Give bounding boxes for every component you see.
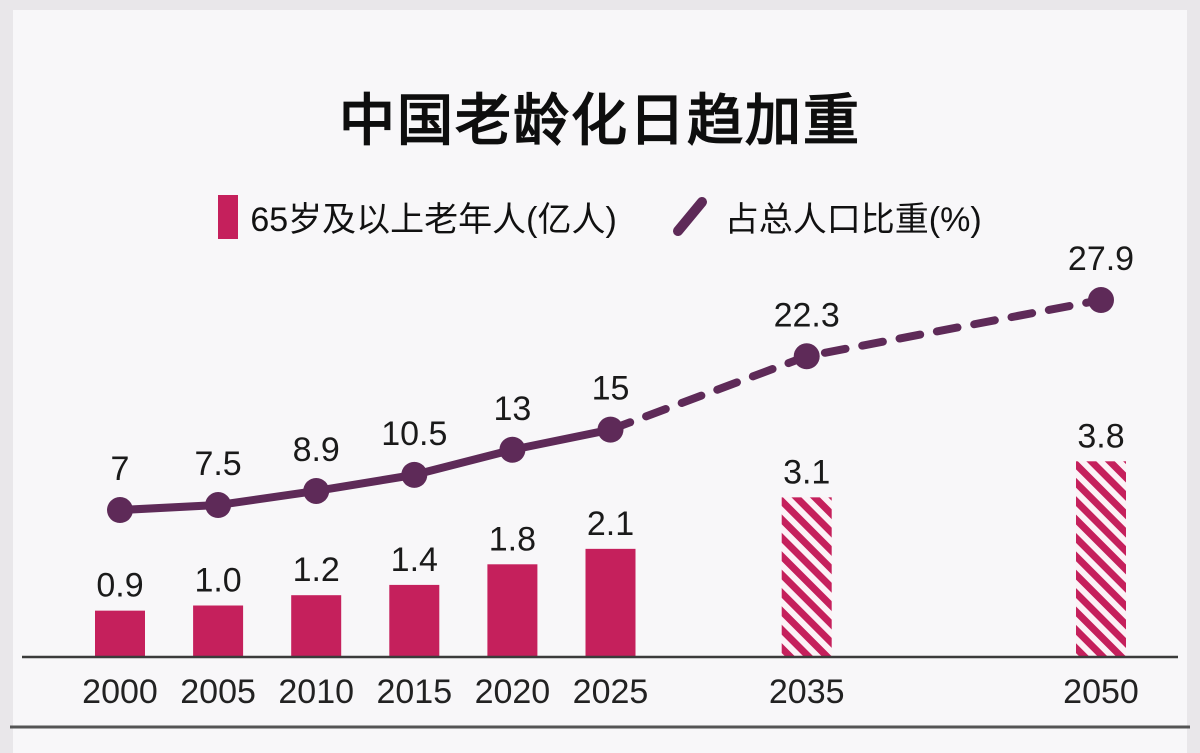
x-tick-label: 2025 <box>573 673 649 711</box>
line-point <box>205 492 232 519</box>
x-tick-label: 2035 <box>769 673 845 711</box>
line-point <box>793 343 820 370</box>
line-value-label: 8.9 <box>293 431 340 469</box>
chart-title: 中国老龄化日趋加重 <box>339 89 861 152</box>
bar-value-label: 0.9 <box>96 567 143 605</box>
line-point <box>303 477 330 504</box>
line-solid-segment <box>116 425 615 515</box>
bar <box>585 548 636 657</box>
line-swatch-icon <box>672 196 707 236</box>
bar-value-label: 2.1 <box>587 505 634 543</box>
line-value-label: 22.3 <box>774 296 840 334</box>
bar <box>193 605 244 657</box>
line-point <box>499 436 526 463</box>
bar <box>389 584 440 657</box>
line-value-labels: 7 7.5 8.9 10.5 13 15 22.3 27.9 <box>111 240 1135 488</box>
bars-group <box>95 461 1126 657</box>
bar-value-label: 1.4 <box>391 541 438 579</box>
line-point <box>1088 287 1114 314</box>
legend: 65岁及以上老年人(亿人) 占总人口比重(%) <box>0 192 1200 241</box>
bar-value-label: 3.1 <box>783 453 830 491</box>
legend-label-bar-series: 65岁及以上老年人(亿人) <box>250 201 617 239</box>
bar-projected <box>1076 461 1126 657</box>
bar-value-label: 3.8 <box>1077 417 1124 455</box>
line-value-label: 7 <box>111 450 130 488</box>
line-point <box>401 461 428 488</box>
bar <box>291 595 342 657</box>
line-value-label: 15 <box>592 370 630 408</box>
line-point <box>107 497 133 524</box>
x-tick-label: 2010 <box>278 673 354 711</box>
x-tick-label: 2020 <box>475 673 551 711</box>
line-value-label: 27.9 <box>1068 240 1134 278</box>
line-dashed-segment <box>606 296 1105 434</box>
bar-value-label: 1.0 <box>194 562 241 600</box>
bar <box>487 564 538 657</box>
line-points <box>107 287 1114 524</box>
bar <box>95 610 145 657</box>
bar-value-label: 1.8 <box>489 520 536 558</box>
legend-label-line-series: 占总人口比重(%) <box>724 201 982 239</box>
line-value-label: 7.5 <box>194 445 241 483</box>
legend-item-bar-series: 65岁及以上老年人(亿人) <box>218 192 617 241</box>
bar-value-labels: 0.9 1.0 1.2 1.4 1.8 2.1 3.1 3.8 <box>96 417 1124 604</box>
line-point <box>597 416 624 443</box>
bar-projected <box>781 497 832 657</box>
line-value-label: 10.5 <box>381 415 447 453</box>
line-value-label: 13 <box>493 390 531 428</box>
x-tick-label: 2050 <box>1063 673 1139 711</box>
x-tick-label: 2015 <box>376 673 452 711</box>
legend-item-line-series: 占总人口比重(%) <box>669 192 982 241</box>
bar-value-label: 1.2 <box>293 551 340 589</box>
bar-swatch-icon <box>218 194 239 239</box>
x-tick-label: 2000 <box>82 673 158 711</box>
x-tick-label: 2005 <box>180 673 256 711</box>
x-tick-labels: 2000 2005 2010 2015 2020 2025 2035 2050 <box>82 673 1139 711</box>
